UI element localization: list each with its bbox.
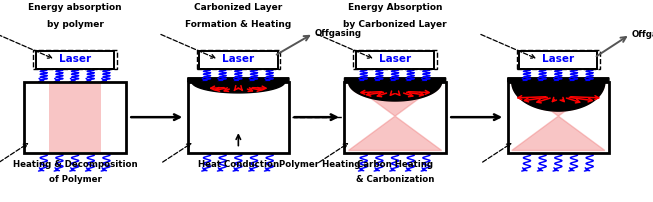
- Bar: [199, 50, 278, 69]
- Text: Carbonized Layer: Carbonized Layer: [194, 3, 283, 12]
- Text: Laser: Laser: [542, 54, 575, 64]
- Bar: [33, 50, 117, 69]
- Bar: [25, 82, 126, 153]
- Bar: [188, 82, 289, 153]
- Text: Energy absorption: Energy absorption: [28, 3, 122, 12]
- Bar: [508, 82, 609, 153]
- Text: Laser: Laser: [59, 54, 91, 64]
- Text: Formation & Heating: Formation & Heating: [185, 20, 291, 29]
- Text: by polymer: by polymer: [46, 20, 104, 29]
- Text: Heating & Decomposition: Heating & Decomposition: [13, 160, 137, 169]
- Text: Energy Absorption: Energy Absorption: [348, 3, 442, 12]
- Bar: [197, 50, 280, 69]
- Bar: [356, 50, 434, 69]
- Polygon shape: [349, 82, 441, 150]
- Text: of Polymer: of Polymer: [49, 175, 101, 184]
- Text: Offgasing: Offgasing: [315, 29, 362, 38]
- Bar: [508, 82, 609, 153]
- Text: Polymer Heating: Polymer Heating: [279, 160, 360, 169]
- Bar: [36, 50, 114, 69]
- Polygon shape: [188, 78, 289, 93]
- Bar: [519, 50, 597, 69]
- Text: & Carbonization: & Carbonization: [356, 175, 434, 184]
- Bar: [345, 82, 445, 153]
- Bar: [517, 50, 600, 69]
- Bar: [353, 50, 437, 69]
- Text: Heat Conduction: Heat Conduction: [198, 160, 279, 169]
- Bar: [345, 82, 445, 153]
- Text: Carbon Heating: Carbon Heating: [357, 160, 433, 169]
- Polygon shape: [512, 82, 605, 150]
- Bar: [49, 83, 101, 152]
- Polygon shape: [345, 78, 445, 101]
- Text: by Carbonized Layer: by Carbonized Layer: [343, 20, 447, 29]
- Polygon shape: [508, 78, 609, 111]
- Text: Offgasing: Offgasing: [631, 30, 653, 39]
- Bar: [188, 82, 289, 153]
- Text: Laser: Laser: [222, 54, 255, 64]
- Bar: [25, 82, 126, 153]
- Text: Laser: Laser: [379, 54, 411, 64]
